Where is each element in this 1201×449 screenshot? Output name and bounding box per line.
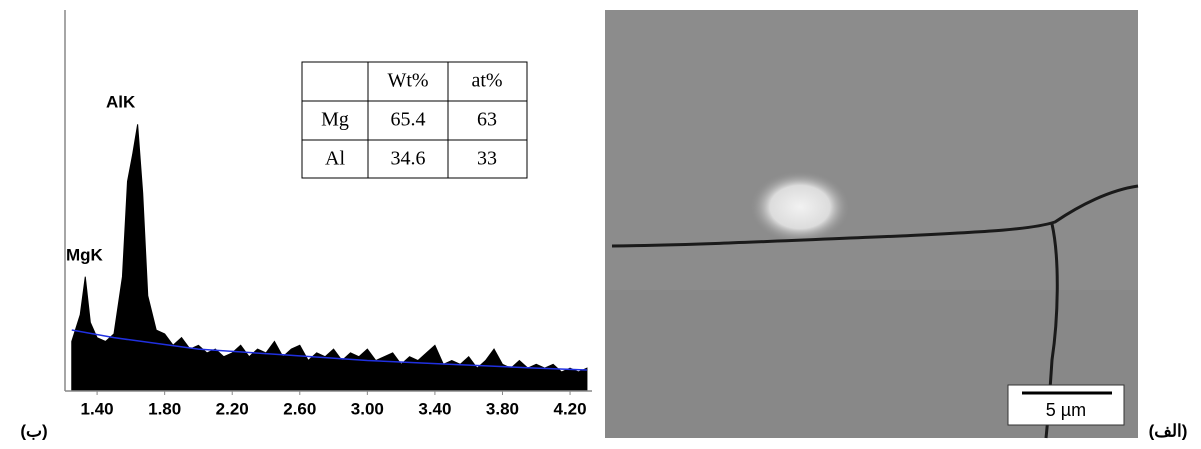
spectrum: 4.20 3.80 3.40 3.00 2.60 2.20 1.80 1.40 AlK MgK	[64, 10, 592, 418]
table-cell: 34.6	[391, 148, 426, 170]
panel-label: (الف)	[1149, 421, 1188, 440]
panel-label: (ب)	[20, 421, 47, 440]
x-tick-label: 3.80	[486, 399, 519, 418]
peak-label: AlK	[106, 92, 136, 111]
table-cell: Mg	[321, 109, 349, 131]
table-header: at%	[471, 70, 502, 92]
table-cell: Al	[325, 148, 345, 170]
table-border	[301, 61, 528, 179]
x-tick-label: 1.40	[81, 399, 114, 418]
x-tick-label: 2.20	[216, 399, 249, 418]
table: Wt% at% Mg 65.4 63 Al 34.6 33	[301, 61, 528, 179]
table-cell: 33	[477, 148, 497, 170]
peak-label: MgK	[66, 245, 104, 264]
x-tick-label: 3.40	[418, 399, 451, 418]
table-cell: 65.4	[391, 109, 426, 131]
crack	[611, 184, 1139, 248]
x-tick-label: 2.60	[283, 399, 316, 418]
fit-line	[71, 329, 587, 371]
x-tick-label: 4.20	[553, 399, 586, 418]
scale-label: 5 µm	[1046, 400, 1086, 420]
sem-image: 5 µm	[605, 10, 1139, 439]
x-tick-label: 1.80	[148, 399, 181, 418]
x-tick-label: 3.00	[351, 399, 384, 418]
table-header: Wt%	[387, 70, 428, 92]
table-cell: 63	[477, 109, 497, 131]
particle	[750, 171, 850, 243]
